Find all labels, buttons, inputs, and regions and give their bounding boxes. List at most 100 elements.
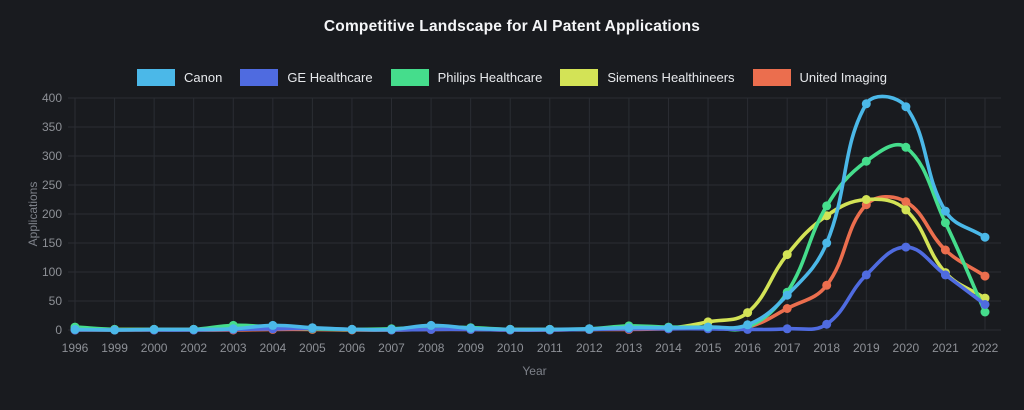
x-tick-label: 2003 [220,341,247,355]
x-tick-label: 2022 [972,341,999,355]
data-point-siemens-healthineers[interactable] [861,195,871,204]
series-line-ge-healthcare [75,245,987,332]
chart-legend: Canon GE Healthcare Philips Healthcare Siem… [0,69,1024,86]
data-point-united-imaging[interactable] [901,197,911,207]
data-point-canon[interactable] [782,290,792,300]
data-point-canon[interactable] [861,99,871,109]
data-point-united-imaging[interactable] [782,304,792,313]
chart-title: Competitive Landscape for AI Patent Appl… [323,18,701,35]
x-tick-label: 2005 [299,341,326,355]
data-point-ge-healthcare[interactable] [940,270,950,280]
y-tick-label: 300 [42,149,62,163]
data-point-siemens-healthineers[interactable] [980,293,990,303]
data-point-ge-healthcare[interactable] [782,324,792,334]
x-tick-label: 2011 [537,341,563,355]
data-point-united-imaging[interactable] [940,245,950,255]
x-tick-label: 2009 [457,341,484,355]
data-point-ge-healthcare[interactable] [822,319,832,329]
data-point-canon[interactable] [228,324,238,334]
data-point-siemens-healthineers[interactable] [901,205,911,215]
data-point-canon[interactable] [584,324,594,334]
x-tick-label: 2012 [576,341,603,355]
data-point-philips-healthcare[interactable] [861,156,871,166]
legend-label: GE Healthcare [287,70,373,85]
legend-swatch [240,69,279,86]
y-tick-label: 150 [42,236,62,250]
series-ge-healthcare [70,242,990,335]
series-line-canon [74,94,986,332]
x-tick-label: 2006 [339,341,366,355]
data-point-canon[interactable] [70,324,80,334]
legend-swatch [752,69,791,86]
data-point-canon[interactable] [466,323,476,333]
x-tick-label: 2017 [774,341,801,355]
legend-item-canon[interactable]: Canon [137,69,222,86]
legend-item-ge-healthcare[interactable]: GE Healthcare [240,69,373,86]
data-point-ge-healthcare[interactable] [861,270,871,280]
y-tick-label: 250 [42,178,62,192]
legend-label: Philips Healthcare [437,70,543,85]
y-tick-label: 200 [42,207,62,221]
x-tick-label: 1996 [62,341,89,355]
legend-label: United Imaging [799,70,887,85]
data-point-canon[interactable] [426,320,436,330]
data-point-canon[interactable] [980,232,990,242]
data-point-philips-healthcare[interactable] [940,218,950,228]
data-point-united-imaging[interactable] [822,280,832,290]
y-tick-label: 50 [49,294,63,308]
series-philips-healthcare [70,142,990,334]
legend-item-united-imaging[interactable]: United Imaging [752,69,887,86]
x-tick-label: 2008 [418,341,445,355]
data-point-canon[interactable] [149,324,159,334]
data-point-canon[interactable] [110,325,120,335]
series-united-imaging [70,195,990,335]
data-point-canon[interactable] [664,323,673,333]
data-point-ge-healthcare[interactable] [901,242,911,252]
x-tick-label: 2015 [695,341,722,355]
data-point-canon[interactable] [703,322,713,332]
x-tick-label: 2020 [893,341,920,355]
x-tick-label: 2007 [378,341,405,355]
data-point-canon[interactable] [387,324,396,334]
x-tick-label: 2000 [141,341,168,355]
x-tick-label: 2021 [932,341,959,355]
data-point-canon[interactable] [505,324,515,334]
x-tick-label: 2016 [734,341,761,355]
data-point-canon[interactable] [624,323,634,333]
y-tick-label: 400 [42,91,62,105]
x-tick-label: 2010 [497,341,524,355]
data-point-canon[interactable] [307,323,317,333]
legend-item-philips-healthcare[interactable]: Philips Healthcare [390,69,543,86]
x-tick-label: 2014 [655,341,682,355]
data-point-canon[interactable] [822,238,832,248]
x-tick-label: 2013 [616,341,643,355]
data-point-philips-healthcare[interactable] [980,307,990,317]
data-point-siemens-healthineers[interactable] [743,308,753,318]
data-point-ge-healthcare[interactable] [980,300,990,309]
legend-swatch [390,69,429,86]
series-line-united-imaging [75,195,986,332]
legend-item-siemens-healthineers[interactable]: Siemens Healthineers [560,69,735,86]
x-tick-label: 1999 [101,341,128,355]
series-siemens-healthineers [70,195,990,334]
y-axis-title: Applications [26,182,40,247]
data-point-canon[interactable] [545,324,555,334]
legend-swatch [137,69,175,86]
data-point-canon[interactable] [940,206,950,216]
data-point-canon[interactable] [268,320,278,330]
data-point-united-imaging[interactable] [980,271,990,281]
data-point-canon[interactable] [189,324,199,334]
data-point-canon[interactable] [347,324,357,334]
x-tick-label: 2004 [259,341,286,355]
data-point-canon[interactable] [743,320,753,330]
y-tick-label: 350 [42,120,62,134]
data-point-philips-healthcare[interactable] [901,142,911,152]
x-axis-title: Year [522,364,546,378]
data-point-siemens-healthineers[interactable] [782,250,792,260]
series-canon [70,94,990,335]
x-tick-label: 2019 [853,341,880,355]
data-point-canon[interactable] [901,102,911,112]
data-point-philips-healthcare[interactable] [822,201,832,211]
